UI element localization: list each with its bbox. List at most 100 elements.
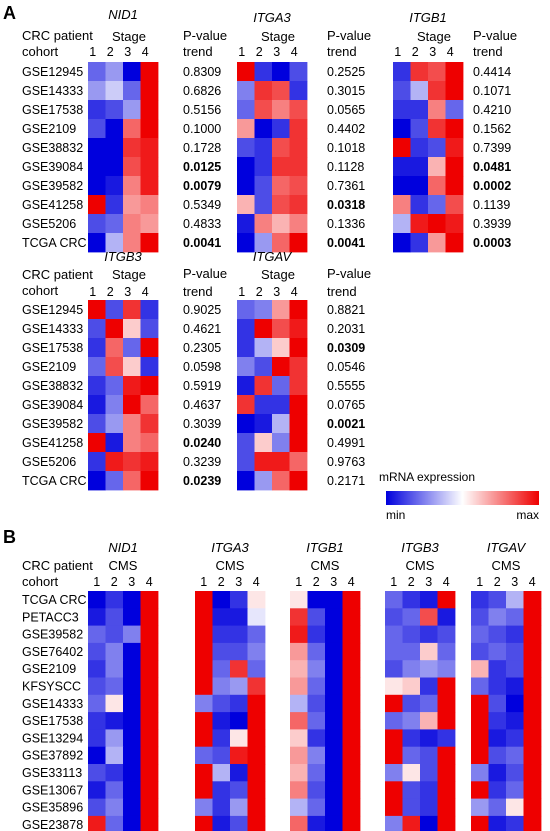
heatmap-cell xyxy=(523,764,542,782)
heatmap-cell xyxy=(88,157,106,177)
heatmap-cell xyxy=(195,746,213,765)
heatmap-cell xyxy=(307,764,326,782)
heatmap-cell xyxy=(140,798,159,817)
stage-number: 3 xyxy=(273,285,280,299)
heatmap-cell xyxy=(420,781,438,799)
pvalue-value: 0.3015 xyxy=(327,84,365,98)
heatmap-cell xyxy=(212,712,231,730)
stage-number: 1 xyxy=(238,45,245,59)
heatmap-cell xyxy=(437,677,456,696)
heatmap-cell xyxy=(230,781,248,799)
stage-number: 3 xyxy=(273,45,280,59)
heatmap-cell xyxy=(230,815,248,831)
heatmap-cell xyxy=(237,62,255,82)
heatmap-cell xyxy=(254,300,273,320)
heatmap-cell xyxy=(123,395,141,415)
heatmap-cell xyxy=(290,608,308,626)
heatmap-cell xyxy=(140,660,159,678)
heatmap-cell xyxy=(420,608,438,626)
heatmap-cell xyxy=(237,157,255,177)
pvalue-value: 0.1018 xyxy=(327,141,365,155)
pvalue-value: 0.5156 xyxy=(183,103,221,117)
stage-number: 3 xyxy=(429,45,436,59)
heatmap-cell xyxy=(212,608,231,626)
pvalue-header: P-value xyxy=(327,266,371,281)
heatmap-cell xyxy=(506,764,524,782)
heatmap-cell xyxy=(123,608,141,626)
panel-a-row-label: GSE5206 xyxy=(22,455,76,469)
heatmap-cell xyxy=(140,376,159,396)
heatmap-cell xyxy=(247,729,266,748)
panel-b-heatmaps: TCGA CRC PETACC3 GSE39582 GSE76402 GSE2109 KF… xyxy=(22,540,542,831)
heatmap-cell xyxy=(289,338,308,358)
heatmap-cell xyxy=(437,781,456,799)
panel-a-row-header-1b: CRC patient xyxy=(22,267,93,282)
heatmap-cell xyxy=(254,119,273,139)
heatmap-cell xyxy=(402,660,421,678)
pvalue-value: 0.1128 xyxy=(327,160,364,174)
panel-a-row-header-2: cohort xyxy=(22,44,59,59)
heatmap-cell xyxy=(325,781,343,799)
heatmap-cell xyxy=(523,608,542,626)
heatmap-cell xyxy=(325,746,343,765)
heatmap-cell xyxy=(523,694,542,713)
heatmap-cell xyxy=(523,781,542,799)
heatmap-cell xyxy=(105,119,124,139)
cms-label: CMS xyxy=(492,558,521,573)
heatmap-cell xyxy=(254,414,273,434)
heatmap-cell xyxy=(254,471,273,491)
heatmap-cell xyxy=(471,677,489,696)
heatmap-cell xyxy=(140,642,159,661)
heatmap-cell xyxy=(290,625,308,644)
pvalue-value: 0.2031 xyxy=(327,322,365,336)
heatmap-cell xyxy=(402,798,421,817)
heatmap-cell xyxy=(140,746,159,765)
pvalue-value: 0.0125 xyxy=(183,160,221,174)
heatmap-cell xyxy=(247,694,266,713)
heatmap-cell xyxy=(385,660,403,678)
heatmap-cell xyxy=(254,62,273,82)
heatmap-cell xyxy=(237,376,255,396)
heatmap-cell xyxy=(402,815,421,831)
heatmap-cell xyxy=(88,608,106,626)
stage-label: Stage xyxy=(112,29,146,44)
heatmap-cell xyxy=(523,625,542,644)
cms-number: 2 xyxy=(494,575,501,589)
heatmap-cell xyxy=(140,781,159,799)
heatmap-cell xyxy=(342,642,361,661)
heatmap-cell xyxy=(325,712,343,730)
heatmap-cell xyxy=(445,81,464,101)
heatmap-cell xyxy=(88,471,106,491)
heatmap-cell xyxy=(290,815,308,831)
heatmap-cell xyxy=(290,642,308,661)
heatmap-cell xyxy=(212,764,231,782)
panel-a-row-label: TCGA CRC xyxy=(22,236,87,250)
heatmap-cell xyxy=(88,300,106,320)
heatmap-cell xyxy=(105,176,124,196)
heatmap-cell xyxy=(254,357,273,377)
pvalue-header: P-value xyxy=(183,28,227,43)
pvalue-value: 0.2305 xyxy=(183,341,221,355)
heatmap-cell xyxy=(393,214,411,234)
heatmap-cell xyxy=(272,471,290,491)
heatmap-cell xyxy=(88,591,106,609)
heatmap-cell xyxy=(88,81,106,101)
panel-a-row-header-2b: cohort xyxy=(22,283,59,298)
heatmap-cell xyxy=(445,62,464,82)
heatmap-cell xyxy=(105,338,124,358)
stage-number: 2 xyxy=(107,285,114,299)
heatmap-cell xyxy=(105,798,124,817)
heatmap-cell xyxy=(123,338,141,358)
pvalue-header-trend: trend xyxy=(473,44,503,59)
pvalue-value: 0.0239 xyxy=(183,474,221,488)
heatmap-cell xyxy=(237,471,255,491)
heatmap-cell xyxy=(105,764,124,782)
legend-min-label: min xyxy=(386,508,405,522)
cms-number: 3 xyxy=(425,575,432,589)
heatmap-cell xyxy=(88,119,106,139)
stage-label: Stage xyxy=(261,267,295,282)
pvalue-header: P-value xyxy=(183,266,227,281)
cms-label: CMS xyxy=(216,558,245,573)
heatmap-cell xyxy=(410,214,429,234)
heatmap-cell xyxy=(393,233,411,253)
